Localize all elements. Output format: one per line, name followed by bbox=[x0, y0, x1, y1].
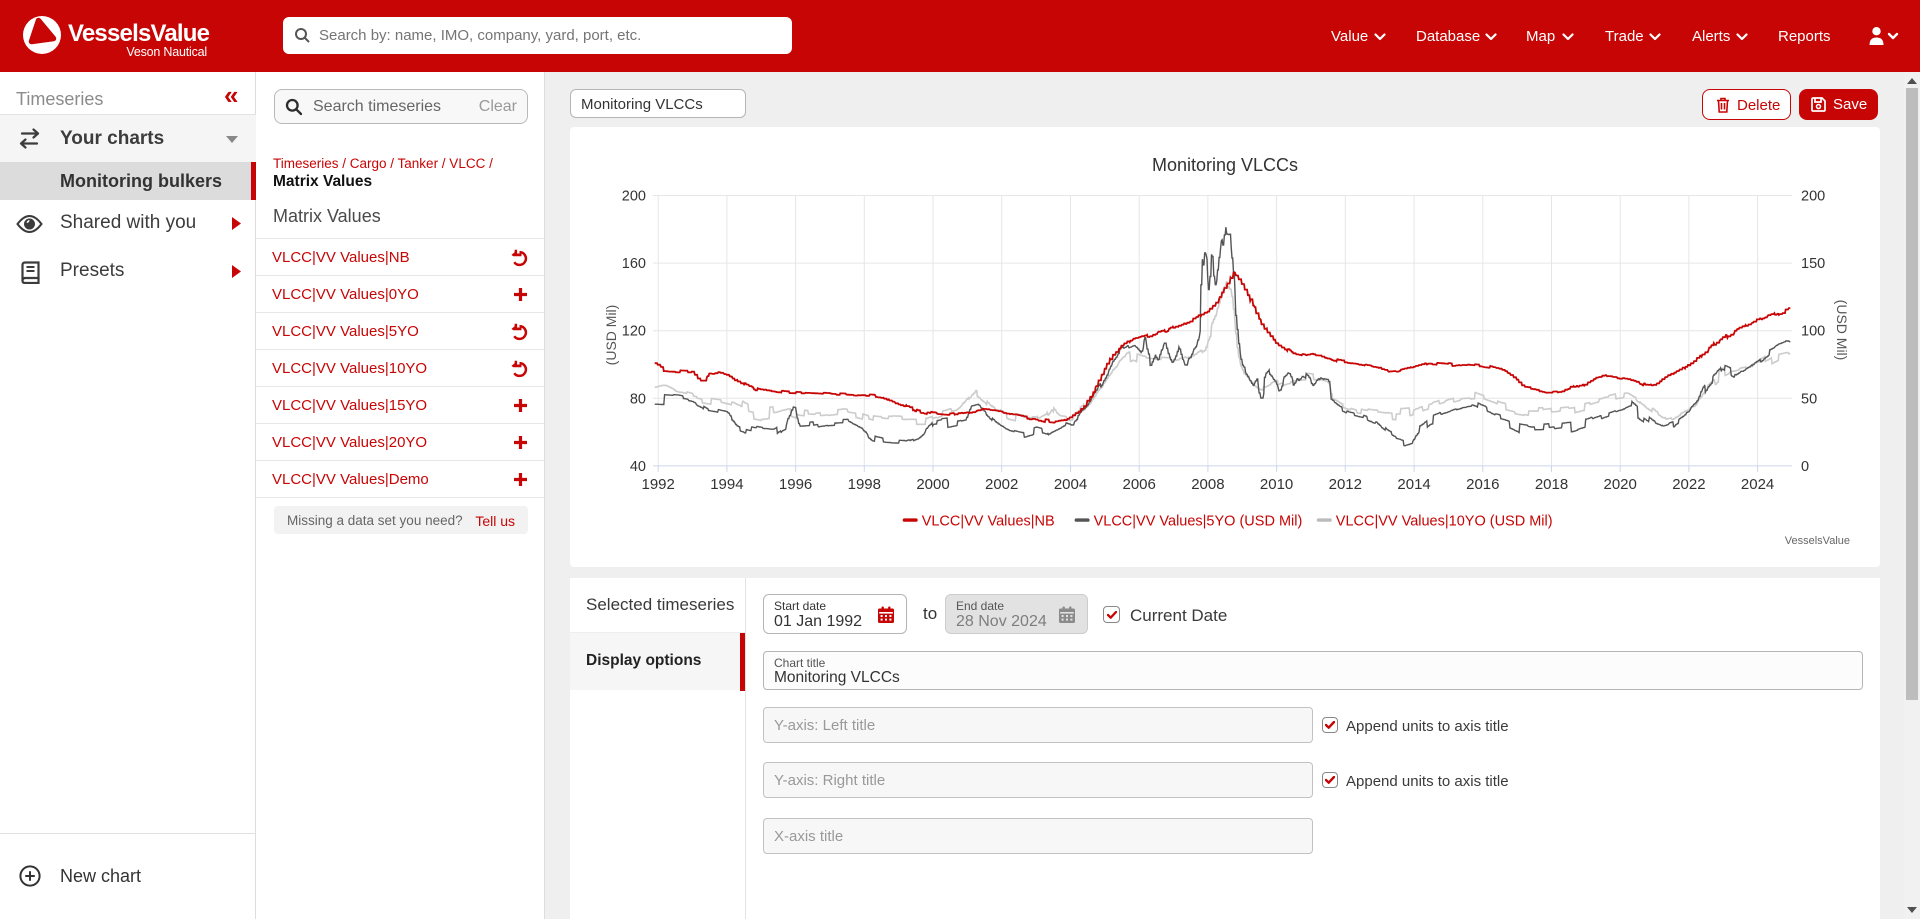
svg-text:(USD Mil): (USD Mil) bbox=[603, 305, 619, 366]
svg-text:40: 40 bbox=[630, 459, 646, 475]
svg-text:2020: 2020 bbox=[1604, 476, 1637, 493]
svg-text:200: 200 bbox=[1801, 189, 1825, 205]
svg-text:2006: 2006 bbox=[1123, 476, 1156, 493]
svg-text:100: 100 bbox=[1801, 324, 1825, 340]
svg-text:50: 50 bbox=[1801, 391, 1817, 407]
svg-text:2022: 2022 bbox=[1672, 476, 1705, 493]
svg-text:VLCC|VV Values|10YO (USD Mil): VLCC|VV Values|10YO (USD Mil) bbox=[1336, 514, 1553, 530]
svg-text:Monitoring VLCCs: Monitoring VLCCs bbox=[1152, 155, 1298, 175]
svg-text:1998: 1998 bbox=[848, 476, 881, 493]
svg-text:VesselsValue: VesselsValue bbox=[1785, 535, 1850, 547]
svg-text:2002: 2002 bbox=[985, 476, 1018, 493]
svg-text:0: 0 bbox=[1801, 459, 1809, 475]
svg-text:80: 80 bbox=[630, 391, 646, 407]
svg-text:1996: 1996 bbox=[779, 476, 812, 493]
svg-text:VLCC|VV Values|5YO (USD Mil): VLCC|VV Values|5YO (USD Mil) bbox=[1094, 514, 1303, 530]
svg-text:200: 200 bbox=[622, 189, 646, 205]
svg-text:2010: 2010 bbox=[1260, 476, 1293, 493]
svg-text:2014: 2014 bbox=[1397, 476, 1430, 493]
svg-text:2024: 2024 bbox=[1741, 476, 1774, 493]
svg-text:2016: 2016 bbox=[1466, 476, 1499, 493]
svg-text:160: 160 bbox=[622, 256, 646, 272]
svg-text:VLCC|VV Values|NB: VLCC|VV Values|NB bbox=[922, 514, 1055, 530]
svg-text:1994: 1994 bbox=[710, 476, 743, 493]
svg-text:2000: 2000 bbox=[916, 476, 949, 493]
svg-text:2004: 2004 bbox=[1054, 476, 1087, 493]
svg-text:2018: 2018 bbox=[1535, 476, 1568, 493]
svg-text:1992: 1992 bbox=[642, 476, 675, 493]
svg-text:150: 150 bbox=[1801, 256, 1825, 272]
svg-text:2012: 2012 bbox=[1329, 476, 1362, 493]
svg-text:(USD Mil): (USD Mil) bbox=[1834, 300, 1850, 361]
svg-text:120: 120 bbox=[622, 324, 646, 340]
svg-text:2008: 2008 bbox=[1191, 476, 1224, 493]
